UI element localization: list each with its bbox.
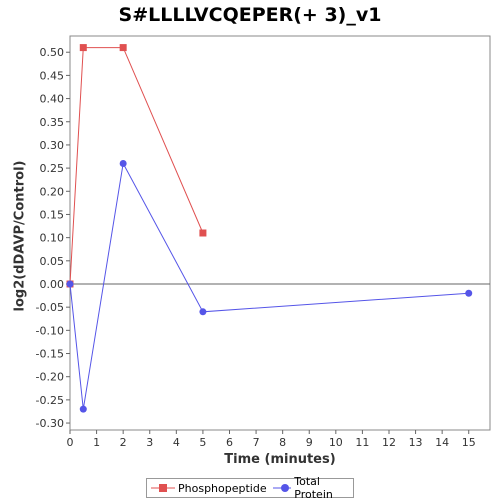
y-tick-label: 0.00 (40, 278, 65, 291)
legend-item-total-protein: Total Protein (272, 475, 347, 501)
series-line-0 (69, 47, 204, 285)
y-tick-label: -0.25 (36, 394, 64, 407)
data-point-circle (66, 280, 74, 288)
x-tick-label: 9 (306, 436, 313, 449)
x-tick-label: 8 (279, 436, 286, 449)
data-point-circle (465, 289, 473, 297)
y-tick-label: 0.45 (40, 69, 65, 82)
x-tick-label: 10 (329, 436, 343, 449)
x-tick-label: 5 (199, 436, 206, 449)
x-tick-label: 3 (146, 436, 153, 449)
y-tick-label: 0.20 (40, 185, 65, 198)
data-point-circle (79, 405, 87, 413)
x-tick-label: 13 (409, 436, 423, 449)
chart-title: S#LLLLVCQEPER(+ 3)_v1 (118, 4, 382, 26)
x-tick-label: 2 (120, 436, 127, 449)
y-tick-label: -0.15 (36, 348, 64, 361)
y-tick-label: -0.20 (36, 371, 64, 384)
x-tick-label: 1 (93, 436, 100, 449)
x-tick-label: 4 (173, 436, 180, 449)
y-tick-label: 0.35 (40, 116, 65, 129)
legend-swatch-circle-icon (272, 484, 292, 492)
legend-item-phosphopeptide: Phosphopeptide (151, 482, 267, 495)
y-tick-label: 0.30 (40, 139, 65, 152)
y-tick-label: 0.15 (40, 208, 65, 221)
data-point-circle (199, 308, 207, 316)
x-tick-label: 12 (382, 436, 396, 449)
legend-swatch-square-icon (151, 484, 175, 492)
x-axis-label: Time (minutes) (224, 452, 336, 467)
y-tick-label: 0.50 (40, 46, 65, 59)
data-point-square (79, 44, 87, 52)
x-tick-label: 7 (253, 436, 260, 449)
y-tick-label: 0.25 (40, 162, 65, 175)
y-tick-label: 0.10 (40, 232, 65, 245)
y-tick-label: 0.40 (40, 93, 65, 106)
data-point-circle (119, 159, 127, 167)
plot-border (69, 35, 491, 431)
legend-label: Phosphopeptide (178, 481, 267, 495)
y-tick-label: -0.30 (36, 417, 64, 430)
x-tick-label: 11 (355, 436, 369, 449)
x-tick-label: 14 (435, 436, 449, 449)
legend: Phosphopeptide Total Protein (146, 475, 354, 501)
x-tick-label: 0 (67, 436, 74, 449)
x-tick-label: 6 (226, 436, 233, 449)
y-tick-label: 0.05 (40, 255, 65, 268)
data-point-square (119, 44, 127, 52)
legend-label: Total Protein (294, 475, 333, 501)
series-line-1 (69, 161, 469, 410)
data-point-square (199, 229, 207, 237)
y-tick-label: -0.05 (36, 301, 64, 314)
x-tick-label: 15 (462, 436, 476, 449)
y-tick-label: -0.10 (36, 324, 64, 337)
